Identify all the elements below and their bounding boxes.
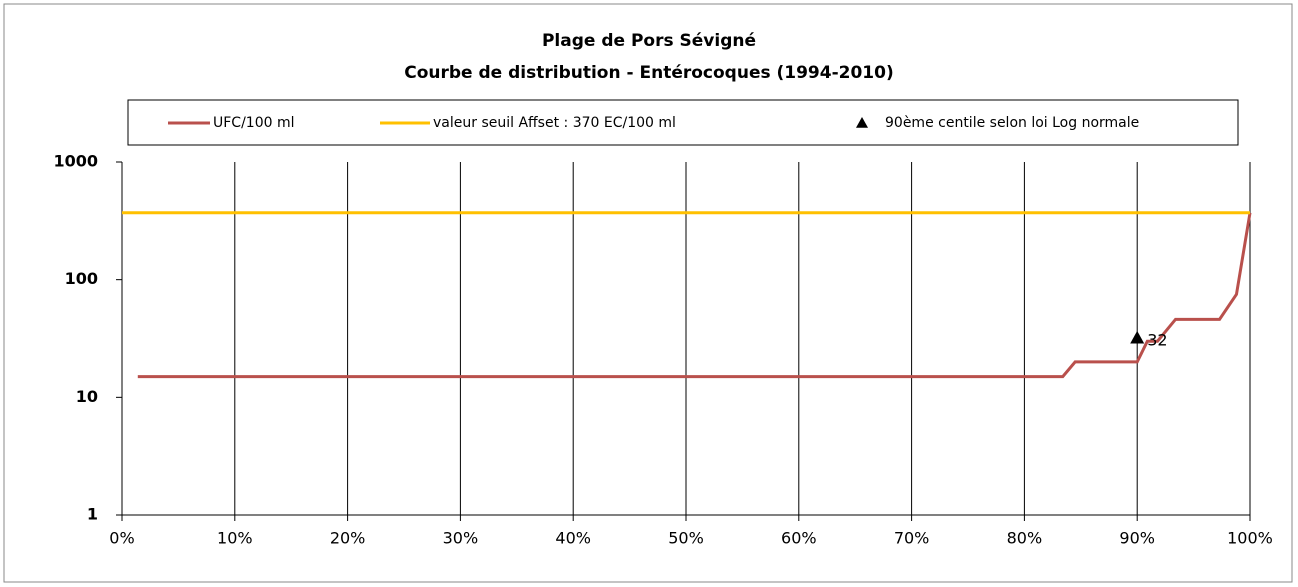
x-tick-label: 10% xyxy=(217,529,253,548)
chart-frame xyxy=(3,3,1293,583)
data-point xyxy=(1130,330,1145,344)
x-tick-label: 60% xyxy=(781,529,817,548)
y-tick-label: 1 xyxy=(87,505,98,524)
legend-label: valeur seuil Affset : 370 EC/100 ml xyxy=(433,115,676,131)
data-line xyxy=(137,212,1252,379)
x-tick-label: 90% xyxy=(1119,529,1155,548)
legend-swatch xyxy=(856,117,868,128)
x-tick-label: 100% xyxy=(1227,529,1273,548)
y-tick-label: 10 xyxy=(76,387,98,406)
legend-label: 90ème centile selon loi Log normale xyxy=(885,115,1139,131)
x-tick-label: 20% xyxy=(330,529,366,548)
chart-title: Plage de Pors Sévigné xyxy=(542,31,756,51)
x-tick-label: 30% xyxy=(443,529,479,548)
x-tick-label: 70% xyxy=(894,529,930,548)
legend-label: UFC/100 ml xyxy=(213,115,295,131)
legend-box xyxy=(127,99,1239,146)
x-tick-label: 80% xyxy=(1007,529,1043,548)
x-tick-label: 40% xyxy=(555,529,591,548)
y-tick-label: 1000 xyxy=(53,152,98,171)
x-tick-label: 0% xyxy=(109,529,134,548)
data-label: 32 xyxy=(1147,330,1167,349)
y-tick-label: 100 xyxy=(65,269,98,288)
x-tick-label: 50% xyxy=(668,529,704,548)
chart-subtitle: Courbe de distribution - Entérocoques (1… xyxy=(404,63,893,83)
